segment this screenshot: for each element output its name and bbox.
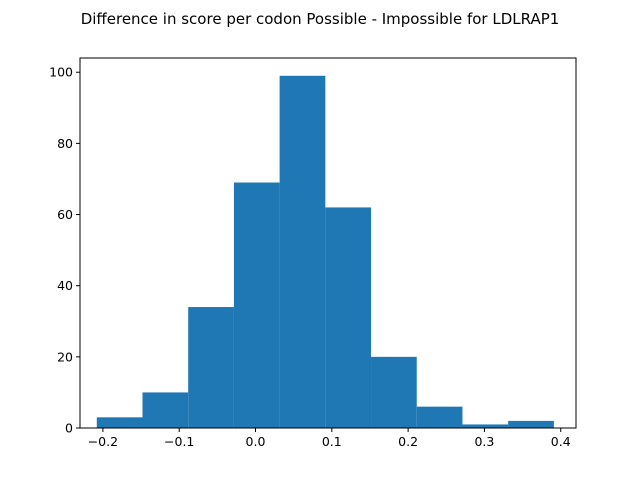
x-tick-label: 0.1 (322, 434, 342, 449)
y-tick-label: 80 (57, 136, 73, 151)
histogram-bar (188, 307, 234, 428)
bars-group (96, 75, 554, 429)
x-axis: −0.2 −0.1 0.0 0.1 0.2 0.3 0.4 (88, 428, 571, 449)
plot-frame (79, 57, 577, 429)
x-tick-label: −0.1 (164, 434, 194, 449)
x-tick-label: −0.2 (88, 434, 118, 449)
y-tick-label: 100 (49, 65, 73, 80)
y-tick-label: 60 (57, 207, 73, 222)
histogram-bar (233, 182, 280, 428)
histogram-bar (325, 207, 372, 428)
y-axis: 0 20 40 60 80 100 (49, 65, 80, 436)
y-tick-label: 40 (57, 278, 73, 293)
histogram-bar (96, 417, 143, 428)
histogram-bar (142, 392, 189, 428)
x-tick-label: 0.2 (398, 434, 418, 449)
histogram-bar (279, 75, 326, 429)
histogram-bar (462, 424, 509, 428)
y-tick-label: 0 (65, 421, 73, 436)
histogram-bar (371, 356, 417, 428)
x-tick-label: 0.4 (551, 434, 571, 449)
y-tick-label: 20 (57, 349, 73, 364)
histogram-bar (416, 406, 463, 428)
x-tick-label: 0.3 (474, 434, 494, 449)
histogram-bar (508, 420, 554, 428)
chart-title: Difference in score per codon Possible -… (81, 10, 560, 28)
x-tick-label: 0.0 (246, 434, 266, 449)
